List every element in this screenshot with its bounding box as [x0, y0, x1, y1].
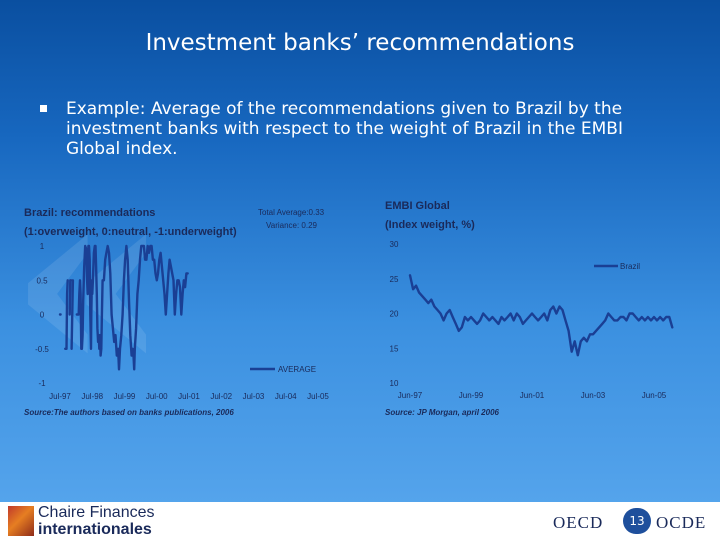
- x-tick-label: Jul-99: [114, 392, 136, 401]
- y-tick-label: 20: [390, 310, 399, 319]
- oecd-logo-text: OECD: [553, 513, 604, 532]
- y-tick-label: 10: [390, 379, 399, 388]
- chart-title: Brazil: recommendations: [24, 207, 155, 219]
- variance-annotation: Variance: 0.29: [266, 221, 318, 230]
- recommendations-chart: Brazil: recommendations (1:overweight, 0…: [24, 207, 329, 417]
- x-tick-label: Jul-03: [243, 392, 265, 401]
- chart-subtitle: (1:overweight, 0:neutral, -1:underweight…: [24, 226, 237, 238]
- chart-subtitle: (Index weight, %): [385, 219, 475, 231]
- y-tick-label: 25: [390, 275, 399, 284]
- bullet-text: Example: Average of the recommendations …: [66, 99, 623, 159]
- x-tick-label: Jul-01: [178, 392, 200, 401]
- y-tick-label: 0.5: [36, 276, 48, 285]
- series-line: [64, 279, 69, 351]
- x-tick-label: Jul-02: [210, 392, 232, 401]
- legend-label-brazil: Brazil: [620, 262, 640, 271]
- legend-label-average: AVERAGE: [278, 365, 316, 374]
- footer-bar: Chaire Finances internationales OECD 13 …: [0, 502, 720, 540]
- series-line: [75, 244, 189, 371]
- chart-title: EMBI Global: [385, 200, 450, 212]
- series-line: [70, 279, 75, 351]
- y-tick-label: 30: [390, 240, 399, 249]
- x-tick-label: Jul-05: [307, 392, 329, 401]
- series-line: [68, 279, 73, 316]
- chart-source: Source:The authors based on banks public…: [24, 408, 234, 417]
- brand-line-2: internationales: [38, 521, 152, 538]
- y-tick-label: -0.5: [35, 345, 49, 354]
- x-tick-label: Jul-98: [81, 392, 103, 401]
- x-tick-label: Jul-00: [146, 392, 168, 401]
- bullet-square-icon: [40, 105, 47, 112]
- chaire-logo-icon: [8, 506, 34, 536]
- x-tick-label: Jun-97: [398, 391, 423, 400]
- chaire-brand: Chaire Finances internationales: [38, 504, 155, 538]
- slide-title: Investment banks’ recommendations: [145, 30, 575, 56]
- chart-source: Source: JP Morgan, april 2006: [385, 408, 500, 417]
- x-tick-label: Jul-04: [275, 392, 297, 401]
- y-tick-label: 15: [390, 344, 399, 353]
- total-average-annotation: Total Average:0.33: [258, 208, 325, 217]
- x-tick-label: Jun-99: [459, 391, 484, 400]
- page-number-badge: 13: [623, 508, 651, 534]
- ocde-logo-text: OCDE: [656, 513, 707, 532]
- x-tick-label: Jun-01: [520, 391, 545, 400]
- brand-line-1: Chaire Finances: [38, 504, 155, 521]
- x-tick-label: Jun-03: [581, 391, 606, 400]
- series-line: [408, 274, 674, 357]
- y-tick-label: -1: [38, 379, 46, 388]
- x-tick-label: Jun-05: [642, 391, 667, 400]
- y-tick-label: 1: [40, 242, 45, 251]
- embi-global-chart: EMBI Global (Index weight, %) 30 25 20 15 10…: [385, 200, 674, 417]
- y-tick-label: 0: [40, 311, 45, 320]
- x-tick-label: Jul-97: [49, 392, 71, 401]
